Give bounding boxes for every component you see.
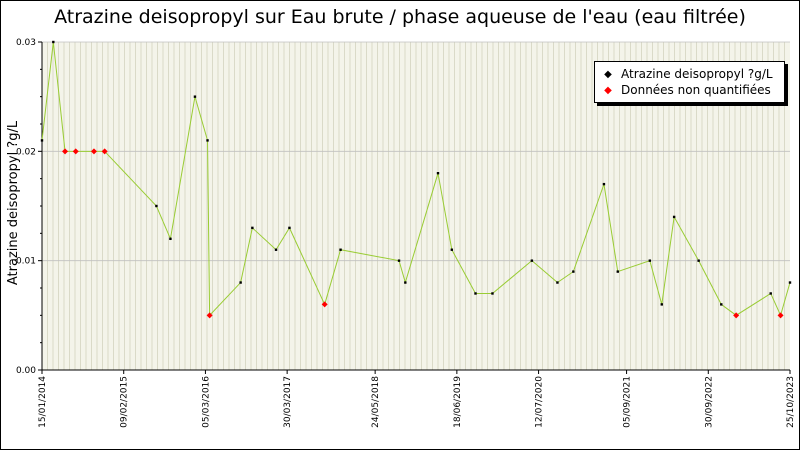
x-tick-label: 05/09/2021 — [623, 376, 633, 428]
data-point — [556, 281, 559, 284]
data-point — [572, 270, 575, 273]
non-quantified-marker-icon: ◆ — [604, 84, 612, 96]
data-point — [450, 248, 454, 251]
data-point — [648, 259, 652, 262]
data-point — [239, 281, 242, 284]
data-point — [660, 303, 663, 306]
non-quantified-point — [101, 148, 108, 155]
non-quantified-point — [62, 148, 69, 155]
data-point — [491, 292, 494, 295]
legend-item-measured: ◆ Atrazine deisopropyl ?g/L — [603, 66, 773, 82]
x-tick-label: 24/05/2018 — [371, 376, 381, 428]
data-point — [193, 95, 197, 98]
y-tick-label: 0.00 — [16, 366, 36, 376]
y-tick-label: 0.02 — [16, 147, 36, 157]
data-point — [769, 292, 772, 295]
x-tick-label: 25/10/2023 — [786, 376, 796, 428]
data-point — [602, 182, 606, 186]
data-point — [697, 259, 700, 262]
legend-label-measured: Atrazine deisopropyl ?g/L — [621, 67, 773, 81]
data-point — [616, 270, 619, 273]
data-point — [436, 172, 440, 175]
chart-title: Atrazine deisopropyl sur Eau brute / pha… — [54, 6, 746, 28]
measured-marker-icon: ◆ — [604, 68, 612, 80]
non-quantified-point — [733, 312, 740, 319]
non-quantified-point — [777, 312, 784, 319]
data-point — [274, 248, 278, 251]
data-point — [339, 248, 342, 251]
x-tick-label: 09/02/2015 — [120, 376, 130, 428]
data-point — [52, 40, 55, 44]
x-tick-label: 12/07/2020 — [535, 376, 545, 428]
data-point — [251, 226, 254, 230]
x-tick-label: 30/03/2017 — [283, 376, 293, 428]
x-tick-label: 30/09/2022 — [704, 376, 714, 428]
non-quantified-point — [72, 148, 79, 155]
non-quantified-point — [90, 148, 97, 155]
data-point — [40, 139, 44, 142]
data-point — [788, 281, 792, 284]
data-point — [155, 204, 158, 208]
legend: ◆ Atrazine deisopropyl ?g/L ◆ Données no… — [594, 61, 785, 103]
data-point — [474, 292, 477, 295]
legend-label-non-quantified: Données non quantifiées — [621, 83, 771, 97]
data-point — [404, 281, 407, 284]
y-tick-label: 0.01 — [16, 257, 36, 267]
data-point — [397, 259, 401, 262]
data-point — [288, 226, 291, 230]
legend-item-non-quantified: ◆ Données non quantifiées — [603, 82, 771, 98]
x-tick-label: 18/06/2019 — [453, 376, 463, 428]
y-tick-label: 0.03 — [16, 38, 36, 48]
data-point — [206, 139, 209, 142]
x-tick-label: 15/01/2014 — [38, 376, 48, 428]
non-quantified-point — [321, 301, 328, 308]
non-quantified-point — [206, 312, 213, 319]
data-point — [720, 303, 723, 306]
data-point — [530, 259, 534, 262]
data-point — [672, 215, 676, 219]
x-tick-label: 05/03/2016 — [201, 376, 211, 428]
data-point — [169, 237, 172, 240]
